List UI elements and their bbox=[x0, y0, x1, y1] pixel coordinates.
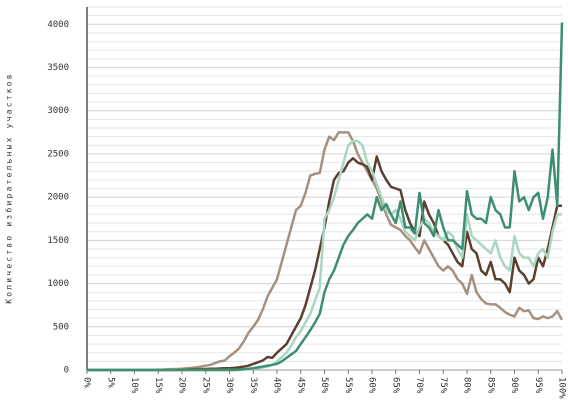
x-tick-label: 80% bbox=[462, 377, 472, 394]
y-tick-label: 1500 bbox=[47, 236, 69, 246]
x-tick-label: 90% bbox=[509, 377, 519, 394]
x-tick-label: 55% bbox=[343, 377, 353, 394]
y-tick-label: 3500 bbox=[47, 63, 69, 73]
y-tick-label: 4000 bbox=[47, 20, 69, 30]
y-tick-label: 3000 bbox=[47, 106, 69, 116]
series-line bbox=[87, 22, 564, 372]
x-tick-label: 75% bbox=[438, 377, 448, 394]
y-tick-label: 500 bbox=[53, 322, 69, 332]
x-tick-label: 50% bbox=[319, 377, 329, 394]
x-tick-label: 65% bbox=[390, 377, 400, 394]
x-tick-label: 5% bbox=[105, 377, 115, 388]
x-tick-label: 60% bbox=[367, 377, 377, 394]
x-tick-label: 15% bbox=[153, 377, 163, 394]
y-tick-label: 2500 bbox=[47, 149, 69, 159]
x-tick-label: 40% bbox=[272, 377, 282, 394]
x-tick-label: 85% bbox=[485, 377, 495, 394]
x-tick-label: 20% bbox=[177, 377, 187, 394]
x-tick-label: 10% bbox=[129, 377, 139, 394]
y-tick-label: 2000 bbox=[47, 193, 69, 203]
x-tick-label: 70% bbox=[414, 377, 424, 394]
x-tick-label: 35% bbox=[248, 377, 258, 394]
y-tick-label: 1000 bbox=[47, 279, 69, 289]
x-tick-label: 30% bbox=[224, 377, 234, 394]
x-tick-label: 95% bbox=[533, 377, 543, 394]
y-axis-label: Количество избирательных участков bbox=[4, 72, 14, 304]
x-tick-label: 25% bbox=[200, 377, 210, 394]
x-tick-label: 0% bbox=[82, 377, 92, 388]
x-tick-label: 100% bbox=[557, 377, 567, 399]
y-tick-label: 0 bbox=[64, 366, 69, 376]
x-tick-label: 45% bbox=[295, 377, 305, 394]
